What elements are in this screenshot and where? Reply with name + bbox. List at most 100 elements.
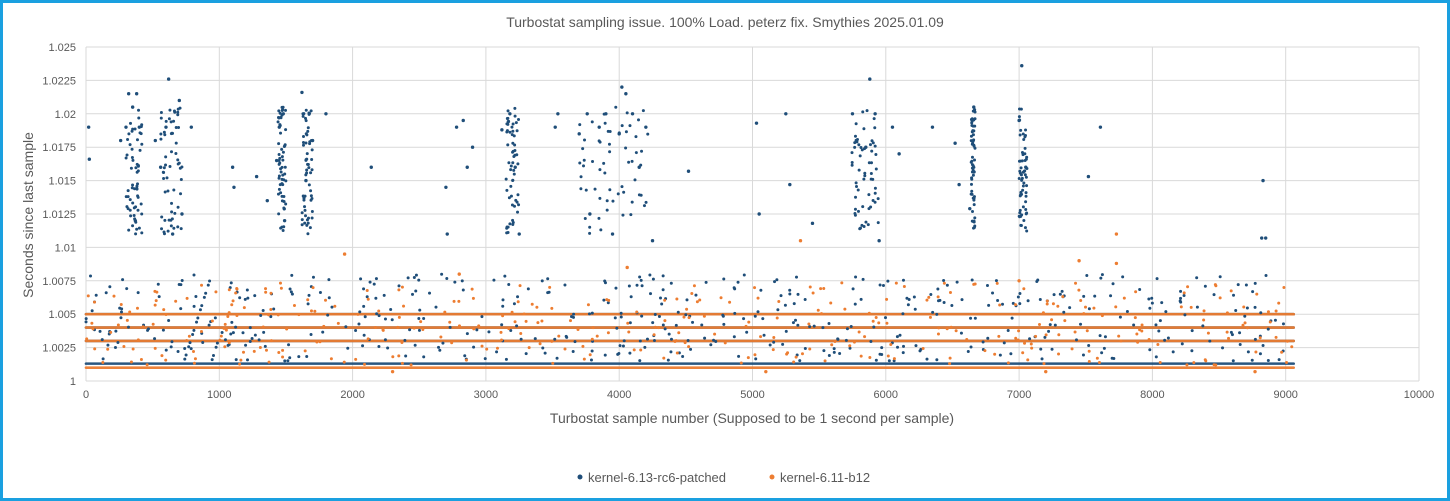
scatter-point-0 [874, 358, 878, 362]
cluster-point [617, 131, 621, 135]
scatter-point-0 [1238, 343, 1242, 347]
scatter-point-0 [1180, 342, 1184, 346]
scatter-point-1 [192, 349, 196, 353]
scatter-point-1 [477, 324, 481, 328]
scatter-point-0 [1195, 305, 1199, 309]
cluster-point [125, 153, 129, 157]
cluster-point [310, 168, 314, 172]
scatter-point-1 [1029, 342, 1033, 346]
cluster-point [301, 114, 305, 118]
cluster-point [1024, 134, 1028, 138]
cluster-point [283, 144, 287, 148]
scatter-point-1 [402, 304, 406, 308]
scatter-point-1 [536, 321, 540, 325]
scatter-point-1 [1213, 283, 1217, 287]
scatter-point-1 [1082, 312, 1086, 316]
scatter-point-0 [377, 345, 381, 349]
scatter-point-1 [889, 343, 893, 347]
cluster-point [1022, 137, 1026, 141]
scatter-point-0 [1164, 310, 1168, 314]
scatter-point-0 [269, 315, 273, 319]
cluster-point [509, 184, 513, 188]
scatter-point-0 [969, 316, 973, 320]
cluster-point [304, 119, 308, 123]
scatter-point-0 [768, 343, 772, 347]
data-point-0 [1260, 236, 1264, 240]
scatter-point-0 [791, 321, 795, 325]
cluster-point [870, 149, 874, 153]
scatter-point-1 [626, 321, 630, 325]
data-point-0 [508, 112, 512, 116]
scatter-point-0 [167, 319, 171, 323]
scatter-point-0 [1253, 281, 1257, 285]
scatter-point-0 [318, 290, 322, 294]
scatter-point-0 [1238, 331, 1242, 335]
cluster-point [128, 143, 132, 147]
scatter-point-0 [703, 336, 707, 340]
scatter-point-0 [1036, 278, 1040, 282]
data-point-0 [300, 90, 304, 95]
scatter-point-0 [119, 316, 123, 320]
cluster-point [307, 216, 311, 220]
cluster-point [277, 187, 281, 191]
cluster-point [516, 210, 520, 214]
data-point-0 [868, 77, 872, 81]
scatter-point-1 [1021, 351, 1025, 355]
scatter-point-0 [475, 328, 479, 332]
scatter-point-0 [1074, 338, 1078, 342]
scatter-point-0 [788, 292, 792, 296]
cluster-point [164, 163, 168, 167]
cluster-point [159, 137, 163, 141]
cluster-point [579, 175, 583, 179]
x-tick-label: 6000 [874, 389, 898, 401]
scatter-point-0 [113, 346, 117, 350]
scatter-point-1 [1227, 336, 1231, 340]
cluster-point [639, 163, 643, 167]
scatter-point-1 [231, 299, 235, 303]
scatter-point-0 [628, 351, 632, 355]
scatter-point-0 [572, 312, 576, 316]
scatter-point-1 [1254, 350, 1258, 354]
cluster-point [126, 138, 130, 142]
scatter-point-0 [365, 295, 369, 299]
data-point-0 [1098, 125, 1103, 129]
scatter-point-0 [397, 284, 401, 288]
scatter-point-0 [311, 275, 315, 279]
cluster-point [873, 126, 877, 130]
cluster-point [509, 164, 513, 168]
cluster-point [309, 109, 313, 113]
data-point-0 [686, 169, 691, 173]
cluster-point [624, 146, 628, 150]
cluster-point [165, 176, 169, 180]
scatter-point-0 [98, 329, 102, 333]
scatter-point-1 [315, 340, 319, 344]
scatter-point-1 [119, 303, 123, 307]
scatter-point-1 [400, 285, 404, 289]
scatter-point-0 [1231, 359, 1235, 363]
data-point-0 [1264, 236, 1268, 240]
scatter-point-1 [1073, 330, 1077, 334]
scatter-point-0 [991, 291, 995, 295]
cluster-point [969, 192, 973, 196]
data-point-0 [957, 182, 961, 187]
data-point-0 [180, 212, 184, 216]
scatter-point-1 [586, 303, 590, 307]
scatter-point-0 [179, 307, 183, 311]
dense-bands [84, 312, 1295, 369]
cluster-point [1020, 150, 1024, 154]
cluster-point [280, 165, 284, 169]
scatter-point-1 [356, 312, 360, 316]
cluster-point [282, 207, 286, 211]
scatter-point-0 [383, 317, 387, 321]
scatter-point-0 [161, 328, 165, 332]
scatter-point-1 [185, 296, 189, 300]
scatter-point-0 [1218, 275, 1222, 279]
data-point-1 [625, 265, 629, 270]
scatter-point-0 [177, 282, 181, 286]
scatter-point-1 [354, 357, 358, 361]
data-point-0 [454, 125, 459, 129]
data-point-0 [650, 239, 655, 243]
scatter-point-0 [872, 325, 876, 329]
scatter-point-0 [526, 287, 530, 291]
scatter-point-1 [1022, 287, 1026, 291]
